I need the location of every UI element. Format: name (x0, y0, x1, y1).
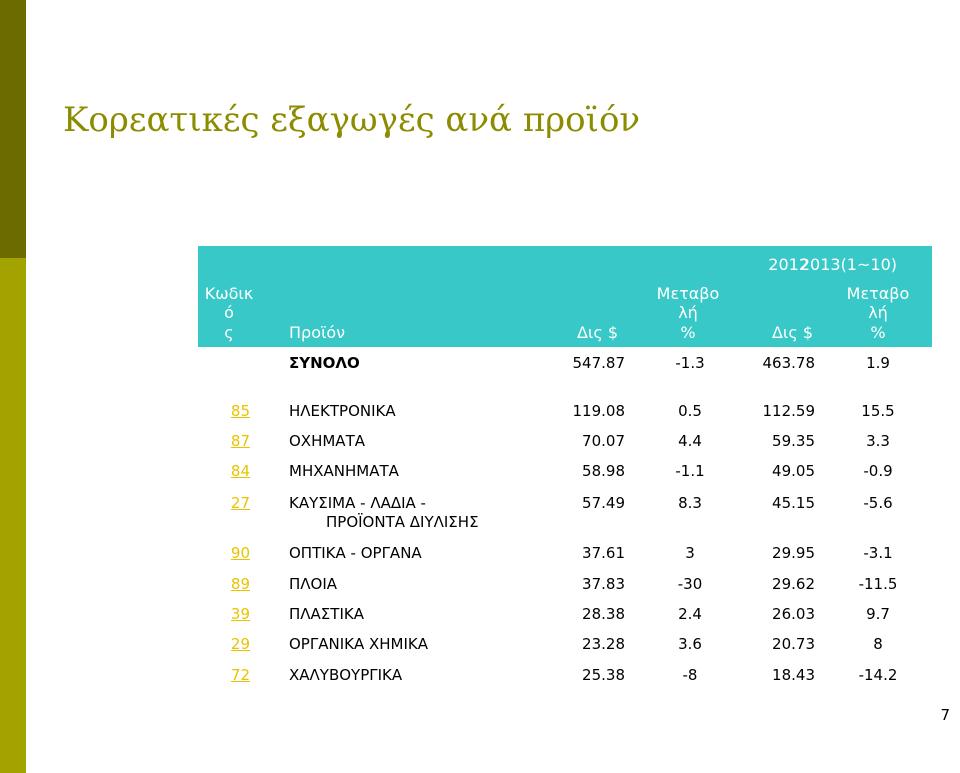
row-value-2013: 49.05 (772, 462, 815, 480)
total-change-2012: -1.3 (675, 354, 705, 372)
row-change-2012: -8 (682, 666, 698, 684)
header-product: Προϊόν (289, 323, 346, 342)
row-change-2013: -0.9 (863, 462, 893, 480)
page-number: 7 (940, 706, 950, 724)
header-change-2012-line2: λή (678, 303, 698, 322)
row-change-2012: 3.6 (678, 635, 702, 653)
side-bar-light (0, 258, 26, 773)
row-value-2013: 45.15 (772, 494, 815, 512)
row-change-2012: 2.4 (678, 605, 702, 623)
header-change-2013-line1: Μεταβο (846, 284, 910, 303)
row-value-2013: 112.59 (762, 402, 816, 420)
row-change-2012: -1.1 (675, 462, 705, 480)
header-code-line3: ς (224, 323, 234, 342)
header-change-2013-line3: % (870, 323, 886, 342)
total-value-2013: 463.78 (762, 354, 816, 372)
row-change-2012: -30 (677, 575, 703, 593)
header-year-2013: 2013(1~10) (799, 255, 897, 274)
row-value-2013: 18.43 (772, 666, 815, 684)
row-code-link[interactable]: 72 (230, 666, 250, 684)
row-product: ΠΛΑΣΤΙΚΑ (289, 605, 364, 623)
row-value-2012: 28.38 (582, 605, 625, 623)
row-change-2013: 9.7 (866, 605, 890, 623)
row-value-2012: 119.08 (572, 402, 626, 420)
row-value-2012: 37.61 (582, 544, 625, 562)
row-code-link[interactable]: 39 (230, 605, 250, 623)
row-change-2013: 15.5 (861, 402, 895, 420)
total-label: ΣΥΝΟΛΟ (289, 354, 360, 372)
row-change-2013: -11.5 (858, 575, 898, 593)
row-product: ΗΛΕΚΤΡΟΝΙΚΑ (289, 402, 396, 420)
header-usd-2012: Δις $ (576, 323, 618, 342)
header-code-line2: ό (224, 303, 234, 322)
row-value-2012: 58.98 (582, 462, 625, 480)
row-change-2012: 4.4 (678, 432, 702, 450)
row-product: ΚΑΥΣΙΜΑ - ΛΑΔΙΑ - (289, 494, 426, 512)
row-code-link[interactable]: 87 (230, 432, 250, 450)
header-usd-2013: Δις $ (771, 323, 813, 342)
header-year-2012: 2012 (768, 255, 809, 274)
row-value-2013: 26.03 (772, 605, 815, 623)
row-change-2013: 3.3 (866, 432, 890, 450)
row-change-2013: 8 (873, 635, 883, 653)
row-change-2012: 8.3 (678, 494, 702, 512)
row-change-2012: 0.5 (678, 402, 702, 420)
header-change-2013-line2: λή (868, 303, 888, 322)
row-change-2012: 3 (685, 544, 695, 562)
row-product: ΜΗΧΑΝΗΜΑΤΑ (289, 462, 399, 480)
row-product: ΟΡΓΑΝΙΚΑ ΧΗΜΙΚΑ (289, 635, 428, 653)
row-product-line2: ΠΡΟΪΟΝΤΑ ΔΙΥΛΙΣΗΣ (326, 513, 479, 531)
row-value-2012: 23.28 (582, 635, 625, 653)
row-change-2013: -5.6 (863, 494, 893, 512)
row-code-link[interactable]: 90 (230, 544, 250, 562)
row-code-link[interactable]: 89 (230, 575, 250, 593)
row-product: ΠΛΟΙΑ (289, 575, 338, 593)
row-value-2012: 57.49 (582, 494, 625, 512)
row-value-2012: 25.38 (582, 666, 625, 684)
row-code-link[interactable]: 29 (230, 635, 250, 653)
header-code-line1: Κωδικ (204, 284, 254, 303)
row-code-link[interactable]: 27 (230, 494, 250, 512)
row-product: ΟΧΗΜΑΤΑ (289, 432, 365, 450)
row-value-2013: 29.62 (772, 575, 815, 593)
row-value-2013: 29.95 (772, 544, 815, 562)
row-change-2013: -3.1 (863, 544, 893, 562)
row-value-2013: 20.73 (772, 635, 815, 653)
page-title: Κορεατικές εξαγωγές ανά προϊόν (63, 100, 641, 140)
row-value-2012: 70.07 (582, 432, 625, 450)
row-value-2012: 37.83 (582, 575, 625, 593)
side-bar-dark (0, 0, 26, 258)
header-change-2012-line3: % (680, 323, 696, 342)
total-value-2012: 547.87 (572, 354, 626, 372)
table-header: 2012 2013(1~10) Κωδικ ό ς Προϊόν Δις $ Μ… (198, 246, 932, 347)
header-change-2012-line1: Μεταβο (656, 284, 720, 303)
row-code-link[interactable]: 85 (230, 402, 250, 420)
row-product: ΟΠΤΙΚΑ - ΟΡΓΑΝΑ (289, 544, 422, 562)
row-value-2013: 59.35 (772, 432, 815, 450)
row-product: ΧΑΛΥΒΟΥΡΓΙΚΑ (289, 666, 403, 684)
row-change-2013: -14.2 (858, 666, 898, 684)
row-code-link[interactable]: 84 (230, 462, 250, 480)
total-change-2013: 1.9 (866, 354, 890, 372)
